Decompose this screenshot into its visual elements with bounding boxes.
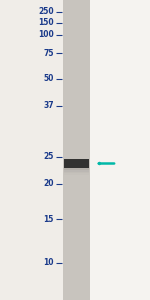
Bar <box>64 159 89 168</box>
Bar <box>64 168 89 173</box>
Text: 75: 75 <box>44 49 54 58</box>
Text: 10: 10 <box>44 258 54 267</box>
Bar <box>90 0 150 300</box>
Text: 250: 250 <box>38 8 54 16</box>
Bar <box>64 168 89 172</box>
Text: 15: 15 <box>44 214 54 224</box>
Text: 50: 50 <box>44 74 54 83</box>
Text: 37: 37 <box>43 101 54 110</box>
Text: 20: 20 <box>44 179 54 188</box>
Bar <box>64 168 89 170</box>
Bar <box>63 0 90 300</box>
Text: 25: 25 <box>44 152 54 161</box>
Text: 150: 150 <box>38 18 54 27</box>
Text: 100: 100 <box>38 30 54 39</box>
Bar <box>64 168 89 175</box>
